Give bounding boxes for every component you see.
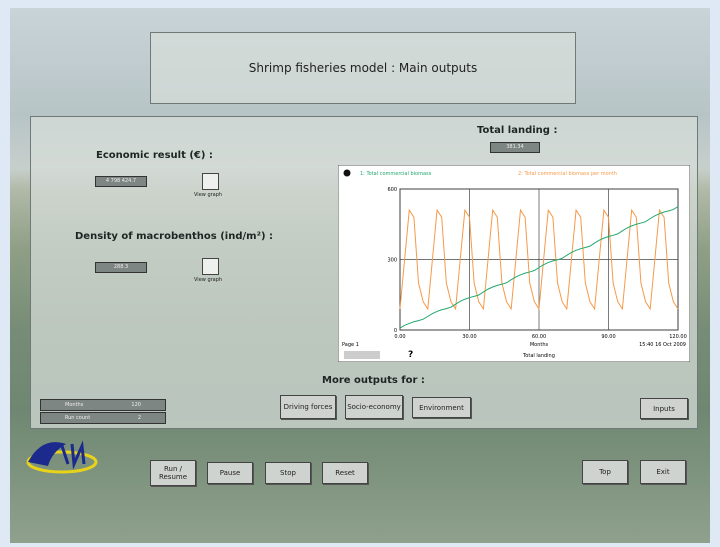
- driving-forces-button[interactable]: Driving forces: [280, 395, 336, 419]
- total-landing-label: Total landing :: [477, 125, 557, 136]
- page: Shrimp fisheries model : Main outputs To…: [0, 0, 720, 547]
- chart-frame: [338, 165, 690, 362]
- view-graph-icon[interactable]: [202, 173, 219, 190]
- y-tick-label: 300: [387, 258, 397, 264]
- chart: ? 0.00 30.00 60.00 90.00 120.00 0 300 600 Months…: [338, 165, 690, 362]
- economic-value: 4 798 424.7: [95, 176, 147, 187]
- x-tick-label: 120.00: [669, 334, 687, 340]
- status-key: Months: [65, 402, 83, 408]
- x-axis-label: Months: [530, 342, 549, 348]
- x-tick-label: 60.00: [532, 334, 546, 340]
- total-landing-value: 381.34: [490, 142, 540, 153]
- more-outputs-label: More outputs for :: [322, 375, 425, 386]
- title-box: Shrimp fisheries model : Main outputs: [150, 32, 576, 104]
- inputs-button[interactable]: Inputs: [640, 398, 688, 419]
- reset-button[interactable]: Reset: [322, 462, 368, 484]
- view-graph-icon[interactable]: [202, 258, 219, 275]
- timestamp: 15:40 16 Oct 2009: [639, 342, 686, 348]
- status-row: Run count 2: [40, 412, 166, 424]
- x-tick-label: 0.00: [394, 334, 405, 340]
- pause-button[interactable]: Pause: [207, 462, 253, 484]
- status-value: 120: [131, 402, 141, 408]
- view-graph-button[interactable]: View graph: [194, 192, 222, 198]
- x-tick-label: 90.00: [601, 334, 615, 340]
- top-button[interactable]: Top: [582, 460, 628, 484]
- exit-button[interactable]: Exit: [640, 460, 686, 484]
- legend-entry: 1: Total commercial biomass: [360, 171, 432, 177]
- stop-button[interactable]: Stop: [265, 462, 311, 484]
- y-tick-label: 0: [394, 328, 397, 334]
- chart-subtitle: Total landing: [522, 353, 555, 359]
- run-resume-button[interactable]: Run / Resume: [150, 460, 196, 486]
- socio-economy-button[interactable]: Socio-economy: [345, 395, 403, 419]
- page-label: Page 1: [342, 342, 359, 348]
- economic-label: Economic result (€) :: [96, 150, 213, 161]
- status-value: 2: [138, 415, 141, 421]
- chart-toolbar[interactable]: [344, 351, 380, 359]
- title: Shrimp fisheries model : Main outputs: [249, 61, 477, 75]
- chart-page-icon[interactable]: [344, 170, 351, 177]
- x-tick-label: 30.00: [462, 334, 476, 340]
- status-key: Run count: [65, 415, 90, 421]
- density-label: Density of macrobenthos (ind/m²) :: [75, 231, 273, 242]
- y-tick-label: 600: [387, 187, 397, 193]
- view-graph-button[interactable]: View graph: [194, 277, 222, 283]
- environment-button[interactable]: Environment: [412, 397, 471, 418]
- density-value: 288.3: [95, 262, 147, 273]
- status-row: Months 120: [40, 399, 166, 411]
- logo-shape: [28, 442, 66, 466]
- help-icon[interactable]: ?: [408, 350, 413, 360]
- logo: [22, 432, 102, 480]
- legend-entry: 2: Total commercial biomass per month: [518, 171, 617, 177]
